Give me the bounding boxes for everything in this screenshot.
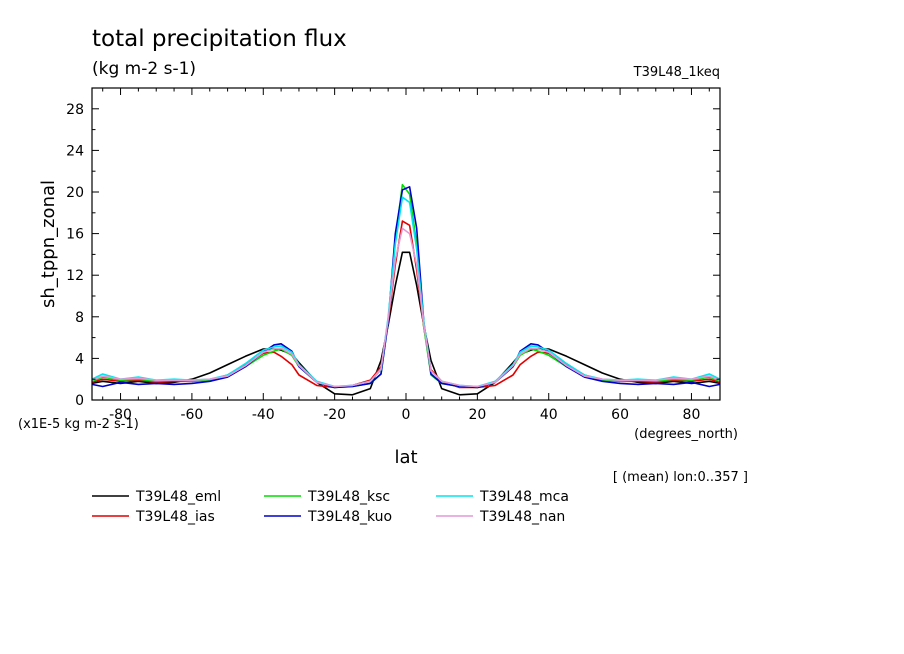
x-tick-label: 0 — [402, 407, 411, 423]
y-tick-label: 16 — [66, 227, 84, 243]
footnote: [ (mean) lon:0..357 ] — [613, 470, 748, 485]
chart-subtitle: (kg m-2 s-1) — [92, 59, 196, 79]
legend-label-T39L48_kuo: T39L48_kuo — [307, 509, 392, 525]
y-tick-label: 12 — [66, 268, 84, 284]
x-tick-label: -20 — [323, 407, 346, 423]
series-line-T39L48_kuo — [91, 186, 721, 389]
x-tick-label: -60 — [180, 407, 203, 423]
legend: T39L48_eml T39L48_ias T39L48_ksc T39L48_kuo… — [92, 489, 569, 525]
legend-label-T39L48_ias: T39L48_ias — [135, 509, 215, 525]
y-tick-label: 28 — [66, 102, 84, 118]
y-tick-label: 20 — [66, 185, 84, 201]
x-tick-label: -80 — [109, 407, 132, 423]
series-line-T39L48_ksc — [91, 183, 721, 389]
legend-label-T39L48_ksc: T39L48_ksc — [307, 489, 390, 505]
x-tick-label: -40 — [252, 407, 275, 423]
series-line-T39L48_mca — [91, 196, 721, 388]
x-tick-label: 20 — [468, 407, 486, 423]
y-tick-label: 0 — [75, 393, 84, 409]
chart-title: total precipitation flux — [92, 26, 347, 52]
plot-frame — [91, 87, 721, 401]
series-line-T39L48_eml — [91, 251, 721, 396]
y-tick-label: 4 — [75, 351, 84, 367]
x-tick-label: 40 — [540, 407, 558, 423]
x-units-label: (degrees_north) — [634, 427, 738, 442]
y-scale-label: (x1E-5 kg m-2 s-1) — [18, 417, 139, 432]
x-tick-label: 60 — [611, 407, 629, 423]
legend-label-T39L48_mca: T39L48_mca — [479, 489, 569, 505]
legend-label-T39L48_nan: T39L48_nan — [479, 509, 565, 525]
legend-label-T39L48_eml: T39L48_eml — [135, 489, 221, 505]
series-line-T39L48_ias — [91, 220, 721, 389]
series-line-T39L48_nan — [91, 227, 721, 388]
x-tick-label: 80 — [683, 407, 701, 423]
y-tick-label: 8 — [75, 310, 84, 326]
x-axis-label: lat — [394, 447, 417, 468]
run-label: T39L48_1keq — [633, 65, 720, 80]
y-axis-label: sh_tppn_zonal — [38, 180, 59, 308]
series-lines — [91, 183, 721, 396]
y-tick-label: 24 — [66, 143, 84, 159]
axis-ticks: -80 -60 -40 -20 0 20 40 60 80 0 4 8 12 16 20 24 28 — [66, 88, 720, 423]
